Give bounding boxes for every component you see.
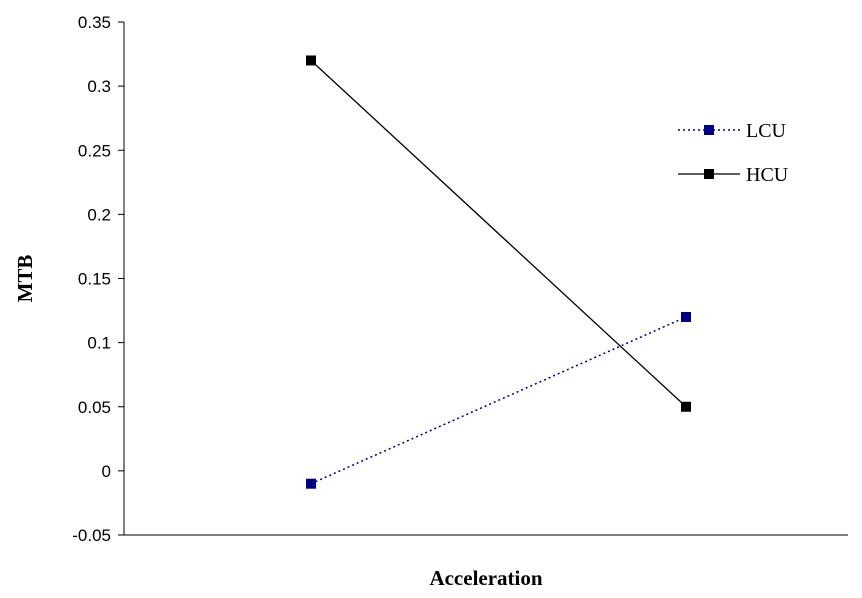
y-tick-label: 0.2 [87,205,111,224]
legend-item-hcu: HCU [678,164,789,186]
legend-label: HCU [746,164,789,186]
y-tick-label: 0.3 [87,77,111,96]
y-axis-tick-labels: -0.05 0 0.05 0.1 0.15 0.2 0.25 0.3 0.35 [72,13,111,545]
legend-marker [704,169,714,179]
series-lcu [306,311,691,489]
legend: LCU HCU [678,120,789,186]
y-tick-label: -0.05 [72,526,111,545]
y-tick-label: 0.15 [78,270,111,289]
data-point [681,311,691,322]
data-point [306,55,316,66]
series-layer [306,55,691,489]
y-tick-label: 0 [102,462,111,481]
data-point [681,401,691,412]
series-hcu [306,55,691,412]
series-line-hcu [310,59,687,408]
y-tick-label: 0.35 [78,13,111,32]
y-tick-label: 0.1 [87,334,111,353]
y-tick-label: 0.05 [78,398,111,417]
data-point [306,478,316,489]
legend-item-lcu: LCU [678,120,787,142]
y-axis-ticks [118,21,124,536]
legend-marker [704,125,714,135]
y-axis-title: MTB [13,255,37,303]
x-axis-title: Acceleration [429,566,542,590]
legend-label: LCU [746,120,787,142]
series-line-lcu [310,316,687,485]
y-tick-label: 0.25 [78,141,111,160]
